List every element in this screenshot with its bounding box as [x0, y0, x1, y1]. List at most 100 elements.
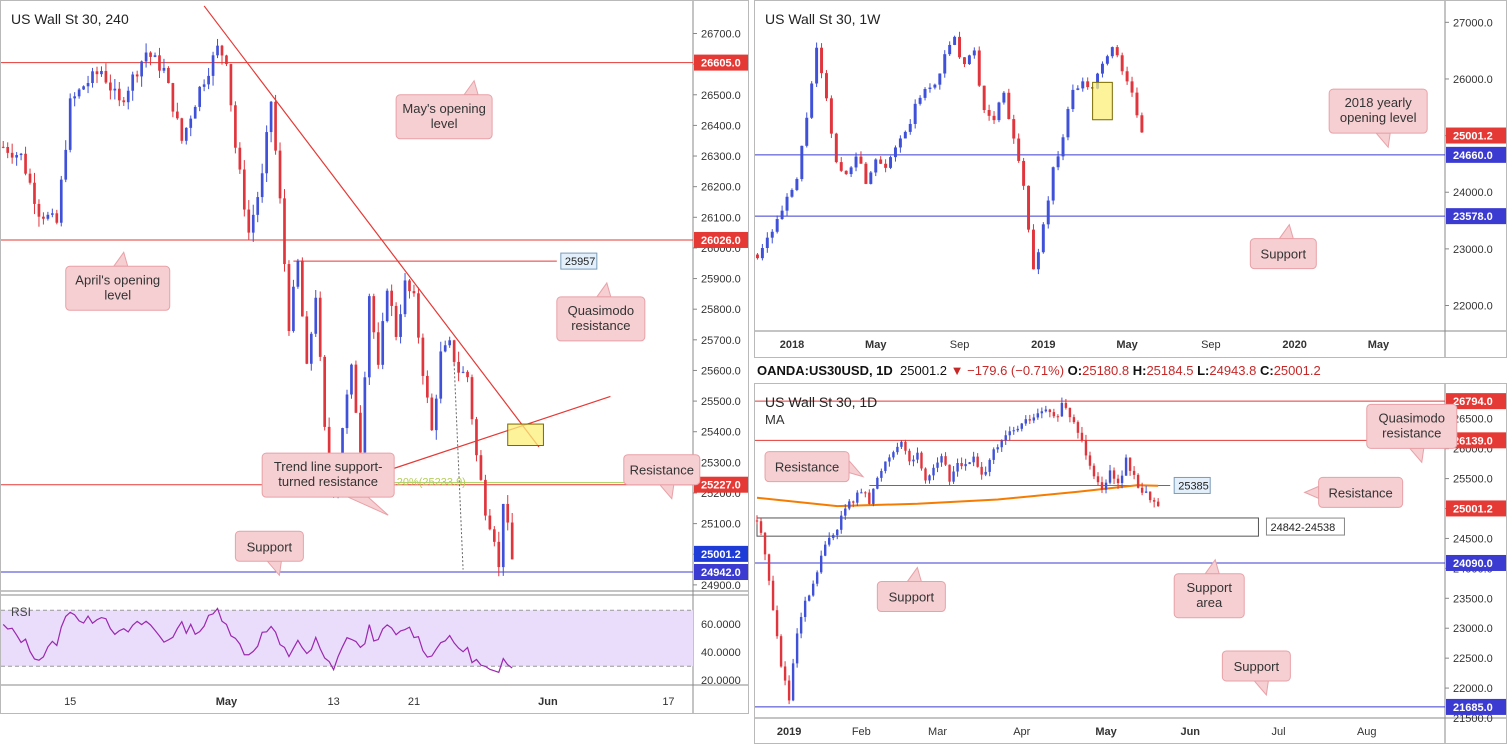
bear-candle: [834, 133, 838, 163]
bull-candle: [828, 537, 831, 545]
bear-candle: [506, 503, 510, 523]
bull-candle: [162, 67, 166, 71]
price-label-box: [1446, 208, 1506, 225]
bull-candle: [91, 71, 94, 84]
bear-candle: [95, 71, 99, 75]
bull-candle: [938, 73, 942, 85]
bear-candle: [359, 412, 362, 453]
ohlc-low-label: L:: [1197, 363, 1210, 378]
h4-chart-svg[interactable]: 26700.026600.026500.026400.026300.026200…: [1, 1, 749, 714]
w1-chart-svg[interactable]: 27000.026000.025000.024000.023000.022000…: [755, 1, 1507, 358]
bull-candle: [82, 86, 85, 90]
rsi-y-tick-label: 40.0000: [701, 647, 741, 659]
highlight-box: [507, 423, 544, 446]
callout-box: [556, 296, 646, 342]
x-tick-label: May: [1368, 339, 1390, 351]
price-label: 25001.2: [1453, 503, 1493, 515]
bull-candle: [799, 616, 803, 634]
bull-candle: [790, 189, 794, 197]
bear-candle: [1031, 229, 1035, 270]
x-tick-label: 17: [662, 696, 674, 708]
bull-candle: [1110, 47, 1114, 57]
bear-candle: [859, 156, 863, 164]
moving-average-line: [756, 484, 1159, 508]
y-tick-label: 25700.0: [701, 335, 741, 347]
bull-candle: [1032, 417, 1036, 421]
bear-candle: [1017, 138, 1021, 161]
bear-candle: [1022, 160, 1026, 186]
bear-candle: [1152, 500, 1156, 502]
bull-candle: [893, 147, 897, 158]
callout-pointer: [1278, 223, 1294, 240]
bear-candle: [1140, 115, 1144, 133]
bull-candle: [888, 457, 891, 462]
bull-candle: [869, 172, 873, 184]
bull-candle: [100, 70, 103, 75]
bear-candle: [1100, 482, 1104, 490]
bull-candle: [928, 87, 932, 90]
price-label-box: [1446, 554, 1506, 571]
price-label-box: [1446, 393, 1506, 410]
bull-candle: [908, 123, 912, 132]
bull-candle: [59, 179, 63, 223]
bear-candle: [1130, 81, 1134, 93]
x-tick-label: 2018: [780, 339, 804, 351]
y-tick-label: 26400.0: [701, 120, 741, 132]
bear-candle: [767, 554, 771, 581]
bear-candle: [24, 153, 27, 174]
ohlc-high: 25184.5: [1146, 363, 1194, 378]
bear-candle: [176, 111, 179, 119]
bear-candle: [479, 455, 483, 480]
bull-candle: [928, 475, 931, 481]
bull-candle: [1044, 409, 1048, 412]
bull-candle: [19, 153, 23, 156]
callout-pointer: [1303, 485, 1320, 500]
bull-candle: [836, 529, 839, 536]
bear-candle: [33, 182, 36, 204]
annotation-callout: Resistance: [1303, 476, 1404, 508]
callout-text: opening level: [1340, 110, 1417, 125]
bull-candle: [810, 83, 814, 118]
bull-candle: [916, 452, 919, 460]
d1-chart-panel[interactable]: 26500.026000.025500.025000.024500.024000…: [754, 383, 1507, 744]
bear-candle: [1112, 470, 1116, 479]
callout-box: [1249, 238, 1317, 270]
callout-box: [234, 530, 304, 562]
bear-candle: [1068, 407, 1072, 418]
h4-chart-title: US Wall St 30, 240: [11, 11, 129, 27]
bear-candle: [958, 36, 962, 58]
bear-candle: [787, 680, 791, 701]
annotation-callout: Support: [1249, 223, 1317, 270]
bear-candle: [1092, 465, 1096, 477]
level-tag-box: [1173, 476, 1211, 494]
w1-chart-panel[interactable]: 27000.026000.025000.024000.023000.022000…: [754, 0, 1507, 358]
bull-candle: [399, 314, 402, 337]
bull-candle: [819, 555, 823, 573]
bear-candle: [42, 216, 45, 219]
support-area-zone: [756, 517, 1259, 537]
callout-text: Support: [889, 590, 935, 605]
bear-candle: [1115, 47, 1119, 56]
callout-box: [1221, 650, 1291, 682]
bull-candle: [840, 515, 843, 530]
bull-candle: [964, 464, 967, 467]
bear-candle: [247, 209, 251, 233]
x-tick-label: Jun: [538, 696, 558, 708]
y-tick-label: 25500.0: [1453, 474, 1493, 486]
bull-candle: [385, 290, 389, 322]
x-tick-label: Mar: [928, 726, 947, 738]
bull-candle: [892, 452, 895, 458]
h4-chart-panel[interactable]: 26700.026600.026500.026400.026300.026200…: [0, 0, 749, 714]
bear-candle: [884, 163, 888, 168]
bull-candle: [68, 98, 72, 150]
d1-chart-svg[interactable]: 26500.026000.025500.025000.024500.024000…: [755, 384, 1507, 744]
bear-candle: [426, 375, 429, 398]
callout-text: Resistance: [775, 460, 839, 475]
bear-candle: [470, 377, 474, 420]
y-tick-label: 24500.0: [1453, 533, 1493, 545]
bull-candle: [896, 446, 899, 453]
d1-chart-title: US Wall St 30, 1D: [765, 394, 878, 410]
rsi-label: RSI: [11, 605, 32, 619]
